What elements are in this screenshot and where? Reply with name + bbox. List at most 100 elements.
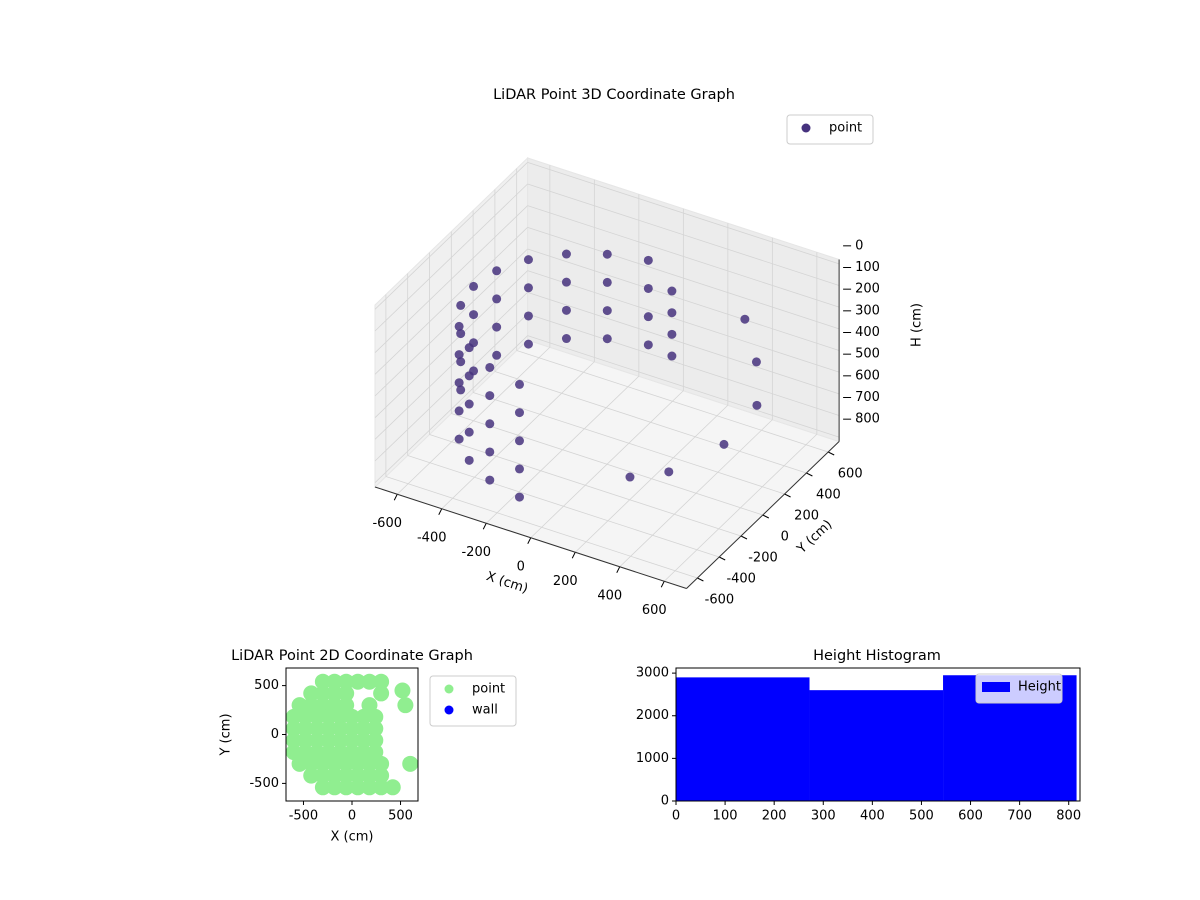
legend-box [975,673,1063,704]
point [514,379,524,389]
point [485,391,495,401]
legend-label: point [829,121,862,136]
point [338,779,355,796]
point [602,306,612,316]
x-tick-label: 400 [860,809,885,824]
chart-title: Height Histogram [813,648,941,664]
point [523,283,533,293]
point [454,378,464,388]
point [464,399,474,409]
y-axis-label: Y (cm) [219,713,234,756]
point [297,732,314,749]
point [602,277,612,287]
point [402,755,418,772]
y-tick [762,514,770,519]
grid-line [451,413,763,516]
point [367,720,384,737]
x-tick-label: 600 [642,603,667,618]
point [394,682,411,699]
point [344,720,360,737]
x-tick-label: 0 [517,559,525,574]
z-tick-label: 300 [855,303,880,318]
point [320,720,337,737]
point [456,300,466,310]
point [514,408,524,418]
x-tick [527,537,532,544]
grid-line [472,392,785,495]
z-tick-label: 100 [855,260,880,275]
axes-frame [675,667,1081,802]
point [485,362,495,372]
x-tick [571,552,576,559]
grid-line [527,205,840,308]
point [514,464,524,474]
y-tick-label: -600 [705,593,735,608]
x-tick [438,508,443,515]
grid-line [527,248,840,351]
legend-box [786,114,874,145]
point [492,266,502,276]
point [752,400,762,410]
point [454,350,464,360]
point [561,334,571,344]
point [492,322,502,332]
grid-line [527,313,840,416]
point [523,339,533,349]
point [344,708,360,725]
grid-line [527,226,840,330]
point [297,720,314,737]
legend-marker [801,123,811,133]
point [523,311,533,321]
point [361,767,378,784]
point [464,455,474,465]
grid-line [374,270,528,418]
point [454,406,464,416]
x-tick-label: 0 [672,809,680,824]
x-tick [393,494,398,501]
y-tick-label: 0 [781,530,789,545]
point [314,767,331,784]
x-tick-label: -600 [372,516,402,531]
point [338,673,355,690]
bar [676,677,810,801]
point [326,767,343,784]
point [338,755,355,772]
x-tick-label: 0 [348,809,356,824]
point [332,708,349,725]
point [384,779,401,796]
x-tick-label: 400 [597,588,622,603]
x-axis-label: X (cm) [331,830,374,845]
x-tick-label: 200 [553,574,578,589]
x-tick-label: 700 [1007,809,1032,824]
y-tick-label: 2000 [636,708,669,723]
point [367,708,384,725]
point [338,767,355,784]
y-tick [718,556,726,561]
point [643,283,653,293]
x-tick [616,566,621,573]
x-tick-label: 500 [388,809,413,824]
point [602,334,612,344]
x-tick-label: -200 [461,545,491,560]
x-axis-line [374,486,687,589]
y-tick-label: -500 [249,776,279,791]
point [523,255,533,265]
y-tick-label: -200 [748,551,778,566]
chart-title: LiDAR Point 2D Coordinate Graph [231,648,473,664]
chart-title: LiDAR Point 3D Coordinate Graph [493,87,735,103]
point [367,732,384,749]
point [667,308,677,318]
point [349,779,366,796]
point [751,357,761,367]
point [464,427,474,437]
point [314,755,331,772]
bar [809,690,944,801]
point [740,314,750,324]
legend-marker [444,684,454,694]
grid-line [429,434,742,537]
point [485,447,495,457]
grid-line [374,292,528,440]
grid-line [527,291,840,395]
x-tick [660,581,665,588]
y-tick-label: 400 [816,488,841,503]
